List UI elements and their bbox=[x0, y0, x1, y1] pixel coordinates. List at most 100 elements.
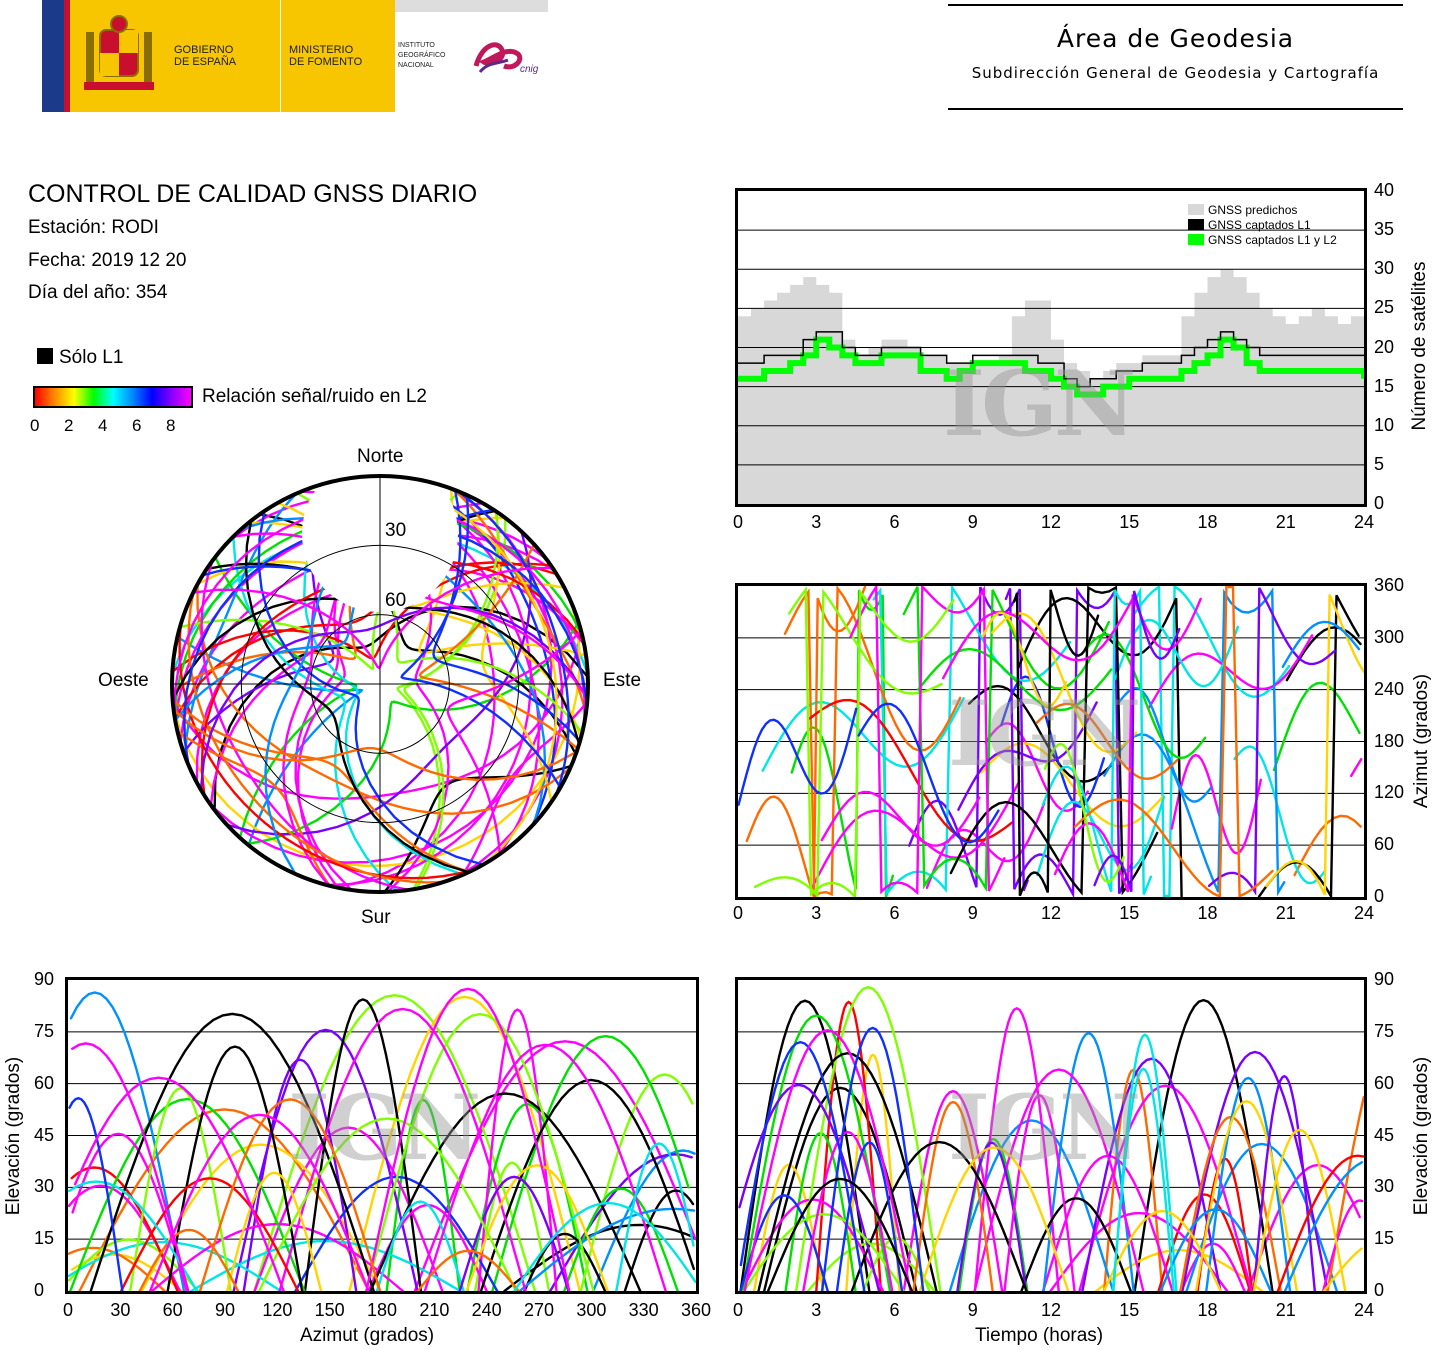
satellite-elevation-azimuth-track bbox=[70, 1042, 190, 1291]
satellite-elevation-time-track bbox=[1252, 1074, 1316, 1291]
ela-x-tick: 0 bbox=[63, 1300, 74, 1320]
l1-only-label: Sólo L1 bbox=[59, 347, 124, 368]
satellite-azimuth-track bbox=[857, 702, 1000, 844]
satellite-elevation-azimuth-track bbox=[89, 1012, 375, 1291]
government-logo-bar: GOBIERNO DE ESPAÑA MINISTERIO DE FOMENTO… bbox=[42, 0, 548, 112]
satellite-elevation-time-track bbox=[918, 1146, 1070, 1291]
satellite-elevation-time-track bbox=[1322, 1247, 1363, 1291]
snr-colorbar bbox=[33, 386, 193, 408]
legend-l1l2-label: GNSS captados L1 y L2 bbox=[1208, 233, 1337, 247]
satellite-elevation-time-track bbox=[1283, 1161, 1364, 1291]
satellite-azimuth-track bbox=[1131, 586, 1291, 897]
satellite-sky-track bbox=[225, 530, 532, 836]
satellite-sky-track bbox=[432, 488, 582, 743]
satellite-elevation-azimuth-track bbox=[138, 1228, 240, 1291]
satellite-elevation-azimuth-track bbox=[369, 1092, 642, 1291]
azt-y-tick: 240 bbox=[1374, 678, 1405, 699]
satellite-azimuth-track bbox=[753, 588, 943, 897]
satellite-sky-track bbox=[199, 606, 588, 791]
satellite-elevation-time-track bbox=[1078, 1084, 1253, 1291]
skyplot-chart bbox=[170, 456, 590, 894]
legend-swatch-l1 bbox=[1188, 219, 1204, 230]
satellite-azimuth-track bbox=[1113, 618, 1239, 688]
snr-tick: 4 bbox=[98, 416, 108, 435]
satellites-panel: IGN GNSS predichos GNSS captados L1 GNSS… bbox=[700, 180, 1440, 540]
skyplot-east-label: Este bbox=[603, 670, 642, 691]
satellite-elevation-azimuth-track bbox=[148, 1113, 370, 1291]
satellite-azimuth-track bbox=[738, 707, 858, 806]
satellite-elevation-time-track bbox=[763, 1086, 918, 1291]
satellite-azimuth-track bbox=[1265, 594, 1364, 896]
azimuth-time-chart bbox=[738, 586, 1364, 897]
azimuth-time-panel: IGN 0 3 6 9 12 15 18 21 24 0 60 120 180 240 300 360 Az… bbox=[700, 575, 1440, 935]
satellite-elevation-azimuth-track bbox=[365, 1012, 595, 1291]
ela-x-tick: 270 bbox=[524, 1300, 555, 1320]
sat-y-tick: 15 bbox=[1374, 375, 1395, 396]
satellite-elevation-time-track bbox=[1081, 1057, 1222, 1291]
azt-y-tick: 0 bbox=[1374, 886, 1385, 906]
satellites-chart bbox=[738, 229, 1364, 504]
satellite-elevation-time-track bbox=[1102, 1209, 1222, 1291]
ela-x-tick: 150 bbox=[314, 1300, 345, 1320]
satellite-elevation-azimuth-track bbox=[129, 1086, 232, 1291]
satellite-azimuth-track bbox=[1073, 586, 1274, 897]
l1-series-line bbox=[738, 331, 1364, 388]
ign-line2: GEOGRÁFICO bbox=[398, 52, 446, 59]
satellite-sky-track bbox=[418, 543, 579, 750]
snr-colorbar-label: Relación señal/ruido en L2 bbox=[202, 386, 427, 407]
satellite-elevation-azimuth-track bbox=[73, 1076, 285, 1291]
azt-x-tick: 0 bbox=[733, 903, 744, 923]
azt-x-tick: 18 bbox=[1197, 903, 1218, 923]
sat-y-tick: 25 bbox=[1374, 297, 1395, 318]
satellite-elevation-time-track bbox=[956, 1141, 1028, 1291]
legend-l1: GNSS captados L1 bbox=[1188, 218, 1311, 232]
satellite-elevation-azimuth-track bbox=[68, 1180, 199, 1291]
satellite-elevation-azimuth-track bbox=[458, 1175, 570, 1291]
elevation-azimuth-y-title: Elevación (grados) bbox=[3, 1056, 24, 1216]
satellite-elevation-azimuth-track bbox=[491, 1034, 690, 1291]
satellite-elevation-time-track bbox=[862, 1236, 931, 1291]
azt-x-tick: 24 bbox=[1354, 903, 1375, 923]
satellite-elevation-azimuth-track bbox=[549, 1153, 693, 1291]
satellite-elevation-time-track bbox=[973, 1068, 1145, 1291]
ign-line3: NACIONAL bbox=[398, 62, 434, 69]
satellite-sky-track bbox=[452, 488, 588, 715]
satellite-elevation-time-track bbox=[1322, 1199, 1364, 1291]
satellite-elevation-time-track bbox=[1252, 1128, 1347, 1291]
gobierno-line2: DE ESPAÑA bbox=[174, 56, 237, 68]
satellite-sky-track bbox=[192, 566, 554, 670]
satellite-azimuth-track bbox=[849, 586, 1006, 896]
azt-x-tick: 9 bbox=[967, 903, 978, 923]
ela-x-tick: 60 bbox=[162, 1300, 183, 1320]
satellite-elevation-time-track bbox=[743, 1029, 912, 1291]
satellite-elevation-azimuth-track bbox=[416, 1249, 520, 1291]
ign-topbar bbox=[395, 0, 548, 12]
satellite-elevation-time-track bbox=[795, 985, 942, 1291]
elt-y-tick: 30 bbox=[1374, 1176, 1395, 1197]
elt-y-tick: 90 bbox=[1374, 969, 1395, 989]
ela-y-tick: 75 bbox=[34, 1020, 55, 1041]
ign-line1: INSTITUTO bbox=[398, 42, 435, 49]
azt-x-tick: 6 bbox=[889, 903, 900, 923]
legend-predicted-label: GNSS predichos bbox=[1208, 203, 1298, 217]
satellite-elevation-time-track bbox=[1185, 1142, 1338, 1291]
ela-x-tick: 210 bbox=[419, 1300, 450, 1320]
ministerio-line1: MINISTERIO bbox=[289, 44, 354, 56]
azt-x-tick: 15 bbox=[1119, 903, 1140, 923]
sat-x-tick: 12 bbox=[1041, 512, 1062, 532]
date-label: Fecha: 2019 12 20 bbox=[28, 250, 187, 271]
sat-x-tick: 18 bbox=[1197, 512, 1218, 532]
legend-l1l2: GNSS captados L1 y L2 bbox=[1188, 233, 1337, 247]
satellite-elevation-azimuth-track bbox=[69, 1097, 306, 1291]
ign-watermark: IGN bbox=[943, 351, 1136, 457]
satellite-elevation-azimuth-track bbox=[225, 1171, 323, 1291]
elt-y-tick: 60 bbox=[1374, 1072, 1395, 1093]
satellite-azimuth-track bbox=[872, 586, 1072, 897]
azt-y-tick: 60 bbox=[1374, 834, 1395, 855]
l1-only-swatch bbox=[37, 348, 53, 364]
azt-x-tick: 3 bbox=[811, 903, 822, 923]
sat-y-tick: 30 bbox=[1374, 258, 1395, 279]
l1l2-series-line bbox=[738, 336, 1364, 398]
elt-y-tick: 15 bbox=[1374, 1228, 1395, 1249]
satellite-elevation-time-track bbox=[802, 1130, 894, 1291]
